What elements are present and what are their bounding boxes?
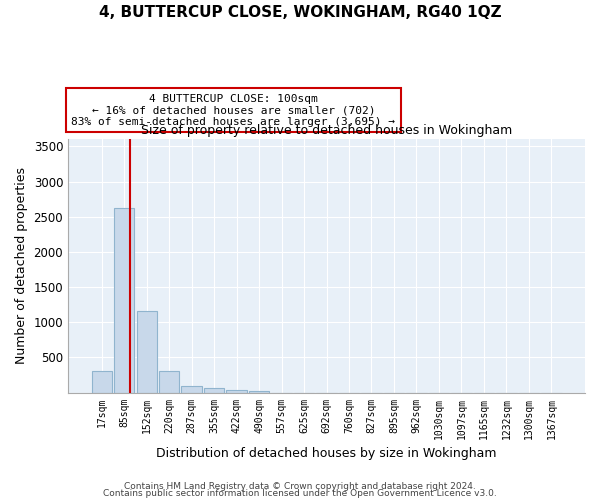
Y-axis label: Number of detached properties: Number of detached properties — [15, 168, 28, 364]
Text: 4 BUTTERCUP CLOSE: 100sqm
← 16% of detached houses are smaller (702)
83% of semi: 4 BUTTERCUP CLOSE: 100sqm ← 16% of detac… — [71, 94, 395, 127]
Bar — [137, 312, 157, 392]
Bar — [159, 370, 179, 392]
Bar — [226, 390, 247, 392]
Text: Contains HM Land Registry data © Crown copyright and database right 2024.: Contains HM Land Registry data © Crown c… — [124, 482, 476, 491]
Bar — [92, 371, 112, 392]
X-axis label: Distribution of detached houses by size in Wokingham: Distribution of detached houses by size … — [156, 447, 497, 460]
Text: Contains public sector information licensed under the Open Government Licence v3: Contains public sector information licen… — [103, 489, 497, 498]
Bar — [114, 208, 134, 392]
Text: 4, BUTTERCUP CLOSE, WOKINGHAM, RG40 1QZ: 4, BUTTERCUP CLOSE, WOKINGHAM, RG40 1QZ — [98, 5, 502, 20]
Title: Size of property relative to detached houses in Wokingham: Size of property relative to detached ho… — [141, 124, 512, 136]
Bar — [181, 386, 202, 392]
Bar — [204, 388, 224, 392]
